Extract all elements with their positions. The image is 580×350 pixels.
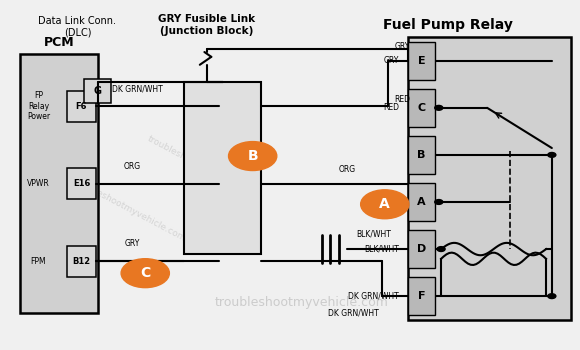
Bar — [408, 277, 436, 315]
Bar — [67, 246, 96, 276]
Circle shape — [435, 199, 443, 204]
Text: A: A — [379, 197, 390, 211]
Text: RED: RED — [394, 95, 410, 104]
Text: PCM: PCM — [44, 36, 74, 49]
Circle shape — [361, 190, 409, 219]
Bar — [67, 168, 96, 199]
Text: GRY Fusible Link
(Junction Block): GRY Fusible Link (Junction Block) — [158, 14, 255, 36]
Text: DK GRN/WHT: DK GRN/WHT — [349, 292, 399, 301]
Text: GRY: GRY — [384, 56, 399, 65]
Text: troubleshootmyvehicle.com: troubleshootmyvehicle.com — [146, 134, 262, 202]
Circle shape — [548, 294, 556, 299]
Circle shape — [121, 259, 169, 288]
Bar — [408, 230, 436, 268]
Text: C: C — [140, 266, 150, 280]
Text: B: B — [247, 149, 258, 163]
Bar — [67, 91, 96, 121]
Bar — [408, 37, 571, 320]
Text: F: F — [418, 291, 425, 301]
Text: ORG: ORG — [339, 165, 356, 174]
Text: VPWR: VPWR — [27, 179, 50, 188]
Text: RED: RED — [383, 103, 399, 112]
Text: GRY: GRY — [124, 239, 140, 248]
Text: BLK/WHT: BLK/WHT — [356, 229, 391, 238]
Text: FPM: FPM — [31, 257, 46, 266]
Text: ORG: ORG — [124, 162, 140, 171]
Text: G: G — [93, 86, 101, 96]
Text: D: D — [417, 244, 426, 254]
Bar — [408, 183, 436, 221]
Text: Data Link Conn.
(DLC): Data Link Conn. (DLC) — [38, 16, 117, 38]
Text: E16: E16 — [72, 179, 90, 188]
Bar — [408, 136, 436, 174]
Bar — [20, 55, 97, 313]
Text: C: C — [418, 103, 426, 113]
Text: troubleshootmyvehicle.com: troubleshootmyvehicle.com — [71, 176, 187, 243]
Text: GRY: GRY — [394, 42, 409, 51]
Circle shape — [229, 142, 277, 170]
Text: FP
Relay
Power: FP Relay Power — [27, 91, 50, 121]
Bar — [408, 42, 436, 79]
Text: F6: F6 — [76, 102, 87, 111]
Circle shape — [435, 105, 443, 110]
Bar — [184, 82, 261, 254]
Bar — [408, 89, 436, 127]
Text: DK GRN/WHT: DK GRN/WHT — [328, 309, 379, 318]
Text: troubleshootmyvehicle.com: troubleshootmyvehicle.com — [215, 296, 389, 309]
Circle shape — [548, 153, 556, 157]
Text: ORG: ORG — [382, 197, 399, 206]
Text: DK GRN/WHT: DK GRN/WHT — [113, 84, 163, 93]
Text: B12: B12 — [72, 257, 90, 266]
Text: E: E — [418, 56, 425, 66]
Bar — [84, 78, 111, 103]
Text: Fuel Pump Relay: Fuel Pump Relay — [383, 18, 513, 32]
Text: B: B — [418, 150, 426, 160]
Circle shape — [437, 247, 445, 251]
Text: BLK/WHT: BLK/WHT — [364, 245, 399, 253]
Text: A: A — [417, 197, 426, 207]
